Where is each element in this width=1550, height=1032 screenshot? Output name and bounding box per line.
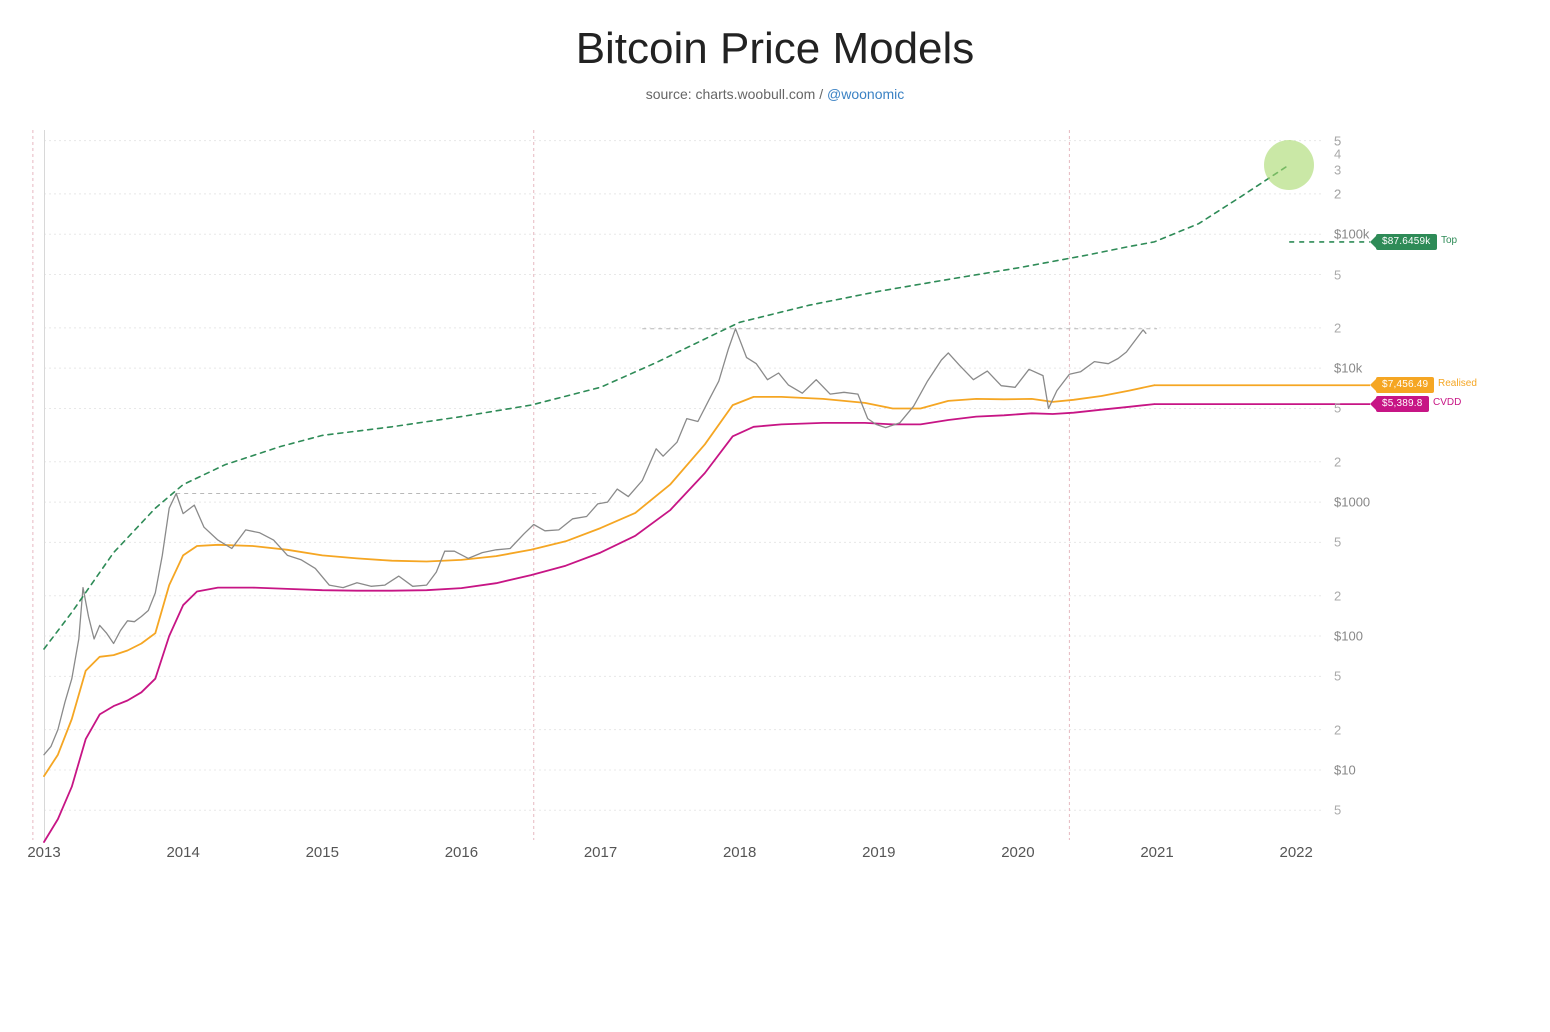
y-tick-major: $1000 [1334, 495, 1370, 510]
y-tick-minor: 5 [1334, 267, 1341, 282]
x-tick: 2015 [306, 844, 339, 861]
subtitle-link[interactable]: @woonomic [827, 86, 904, 102]
y-tick-minor: 2 [1334, 454, 1341, 469]
y-tick-minor: 5 [1334, 803, 1341, 818]
chart-subtitle: source: charts.woobull.com / @woonomic [0, 86, 1550, 102]
line-layer [44, 130, 1324, 840]
y-tick-minor: 2 [1334, 588, 1341, 603]
y-tick-major: $10k [1334, 361, 1362, 376]
plot-area: $87.6459kTop$7,456.49Realised$5,389.8CVD… [44, 130, 1324, 840]
y-tick-minor: 3 [1334, 163, 1341, 178]
x-tick: 2017 [584, 844, 617, 861]
cvdd-label: CVDD [1433, 397, 1461, 408]
y-tick-minor: 5 [1334, 669, 1341, 684]
y-tick-minor: 5 [1334, 535, 1341, 550]
x-tick: 2019 [862, 844, 895, 861]
y-tick-minor: 2 [1334, 186, 1341, 201]
x-tick: 2013 [27, 844, 60, 861]
chart-title: Bitcoin Price Models [0, 24, 1550, 74]
x-tick: 2018 [723, 844, 756, 861]
highlight-circle [1264, 140, 1314, 190]
y-tick-major: $100 [1334, 629, 1363, 644]
x-tick: 2021 [1140, 844, 1173, 861]
x-axis-labels: 2013201420152016201720182019202020212022 [44, 844, 1324, 864]
x-tick: 2016 [445, 844, 478, 861]
y-tick-minor: 2 [1334, 320, 1341, 335]
top-label: Top [1441, 235, 1457, 246]
y-tick-major: $100k [1334, 227, 1369, 242]
x-tick: 2014 [166, 844, 199, 861]
y-tick-minor: 2 [1334, 722, 1341, 737]
y-tick-major: $10 [1334, 762, 1356, 777]
y-axis-labels: $1025$10025$100025$10k25$100k2552345 [1334, 130, 1404, 840]
subtitle-source: source: charts.woobull.com / [646, 86, 827, 102]
chart-root: Bitcoin Price Models source: charts.woob… [0, 0, 1550, 1032]
y-tick-minor: 5 [1334, 133, 1341, 148]
y-tick-minor: 5 [1334, 401, 1341, 416]
y-tick-minor: 4 [1334, 146, 1341, 161]
x-tick: 2022 [1279, 844, 1312, 861]
x-tick: 2020 [1001, 844, 1034, 861]
realised-label: Realised [1438, 378, 1477, 389]
